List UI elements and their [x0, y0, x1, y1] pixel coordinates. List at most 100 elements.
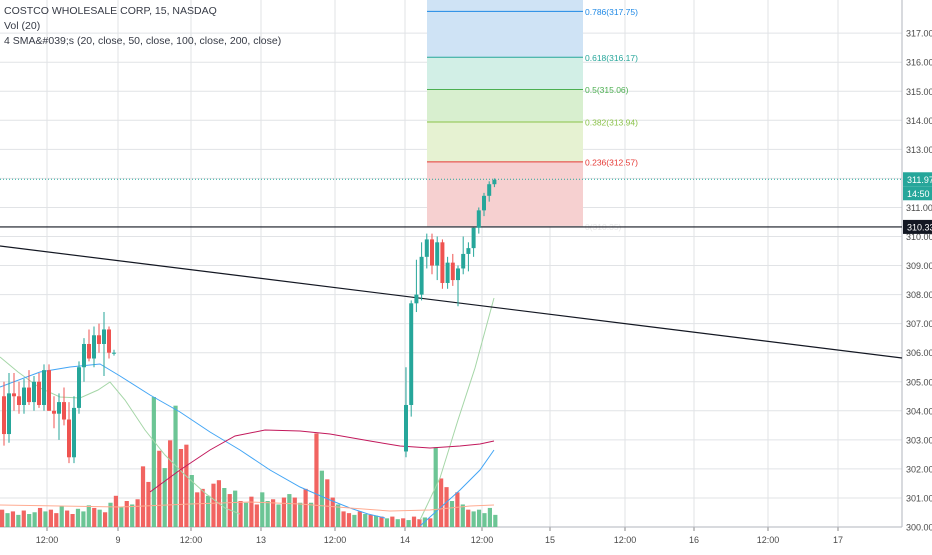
volume-bar — [298, 502, 303, 527]
volume-bar — [444, 487, 449, 527]
volume-indicator-label[interactable]: Vol (20) — [4, 20, 41, 32]
volume-bar — [162, 468, 167, 527]
y-tick-label: 304.00 — [906, 406, 932, 416]
candle-body — [424, 239, 429, 257]
x-tick-label: 16 — [689, 535, 699, 545]
candle-body — [42, 370, 46, 405]
volume-bar — [368, 514, 373, 527]
candle-body — [476, 210, 481, 228]
candle — [435, 236, 440, 281]
candle-body — [445, 262, 450, 283]
candle-body — [482, 195, 486, 211]
candle — [32, 375, 36, 411]
candle-body — [471, 227, 476, 249]
candle-body — [17, 396, 21, 405]
x-tick-label: 15 — [545, 535, 555, 545]
candle-body — [419, 256, 424, 295]
candle — [487, 181, 492, 202]
volume-bar — [476, 509, 482, 527]
volume-bar — [471, 511, 476, 527]
y-tick-label: 310.00 — [906, 232, 932, 242]
candle — [450, 253, 455, 286]
volume-bar — [32, 512, 37, 527]
candle — [87, 329, 91, 362]
symbol-title[interactable]: COSTCO WHOLESALE CORP, 15, NASDAQ — [4, 5, 217, 17]
volume-bar — [86, 505, 91, 527]
fib-level-label: 0.786(317.75) — [585, 7, 638, 17]
volume-bar — [352, 514, 357, 527]
candle — [22, 378, 26, 414]
candle-body — [456, 268, 460, 281]
volume-bar — [5, 513, 10, 527]
fib-retracement: 0.786(317.75) 0.618(316.17) 0.5(315.06) 0.3… — [427, 0, 638, 232]
last-price-badge-text: 311.97 — [907, 175, 932, 185]
sma-indicator-label[interactable]: 4 SMA&#039;s (20, close, 50, close, 100,… — [4, 35, 282, 47]
volume-bar — [189, 475, 194, 527]
volume-bar — [59, 506, 64, 527]
volume-bar — [0, 509, 5, 527]
hline-price-badge: 310.33 — [903, 219, 932, 234]
sma100-line — [149, 429, 495, 493]
candle — [62, 387, 66, 426]
volume-bar — [455, 492, 460, 527]
candle-body — [97, 335, 101, 344]
candle-body — [409, 303, 414, 405]
chart-legend: COSTCO WHOLESALE CORP, 15, NASDAQ Vol (2… — [4, 4, 281, 49]
volume-bar — [428, 518, 433, 527]
candle — [82, 338, 86, 382]
y-tick-label: 314.00 — [906, 116, 932, 126]
volume-bar — [303, 488, 308, 527]
candle — [419, 242, 424, 301]
volume-bar — [37, 507, 43, 527]
y-tick-label: 303.00 — [906, 435, 932, 445]
volume-bar — [168, 440, 173, 527]
volume-bar — [460, 504, 465, 527]
volume-bar — [482, 513, 487, 527]
candle-body — [7, 393, 11, 435]
volume-bar — [406, 520, 411, 527]
candle-body — [487, 184, 492, 196]
trend-line — [0, 245, 903, 359]
candle — [492, 178, 497, 188]
y-tick-label: 305.00 — [906, 377, 932, 387]
fib-zone — [427, 0, 583, 12]
fib-zone — [427, 11, 583, 58]
volume-bar — [379, 516, 384, 527]
volume-bar — [157, 450, 162, 527]
candle — [72, 396, 76, 464]
volume-bars — [0, 397, 498, 527]
candle — [424, 233, 429, 269]
fib-zone — [427, 57, 583, 90]
volume-bar — [243, 502, 249, 527]
volume-bar — [200, 488, 205, 527]
sma20-line-right — [419, 297, 495, 521]
volume-bar — [16, 514, 21, 527]
x-tick-label: 12:00 — [614, 535, 637, 545]
volume-bar — [184, 444, 189, 527]
countdown-badge-bg — [903, 186, 932, 201]
volume-bar — [81, 511, 86, 527]
volume-bar — [336, 504, 341, 527]
hline-price-badge-bg — [903, 219, 932, 234]
volume-bar — [265, 501, 270, 527]
x-tick-label: 12:00 — [757, 535, 780, 545]
candle-body — [52, 410, 56, 414]
volume-bar — [271, 499, 276, 527]
countdown-badge-text: 14:50 — [907, 189, 930, 199]
candle-body — [67, 419, 71, 458]
volume-bar — [135, 499, 140, 527]
candle-body — [82, 343, 86, 368]
candle — [92, 326, 96, 368]
fib-level-label: 0.382(313.94) — [585, 118, 638, 128]
hline-price-badge-text: 310.33 — [907, 222, 932, 232]
y-tick-label: 309.00 — [906, 261, 932, 271]
candle — [97, 323, 101, 353]
x-tick-label: 13 — [256, 535, 266, 545]
candle — [52, 396, 56, 429]
candle-body — [112, 352, 116, 354]
volume-bar — [308, 502, 314, 527]
fib-zone — [427, 122, 583, 162]
volume-bar — [260, 492, 265, 527]
